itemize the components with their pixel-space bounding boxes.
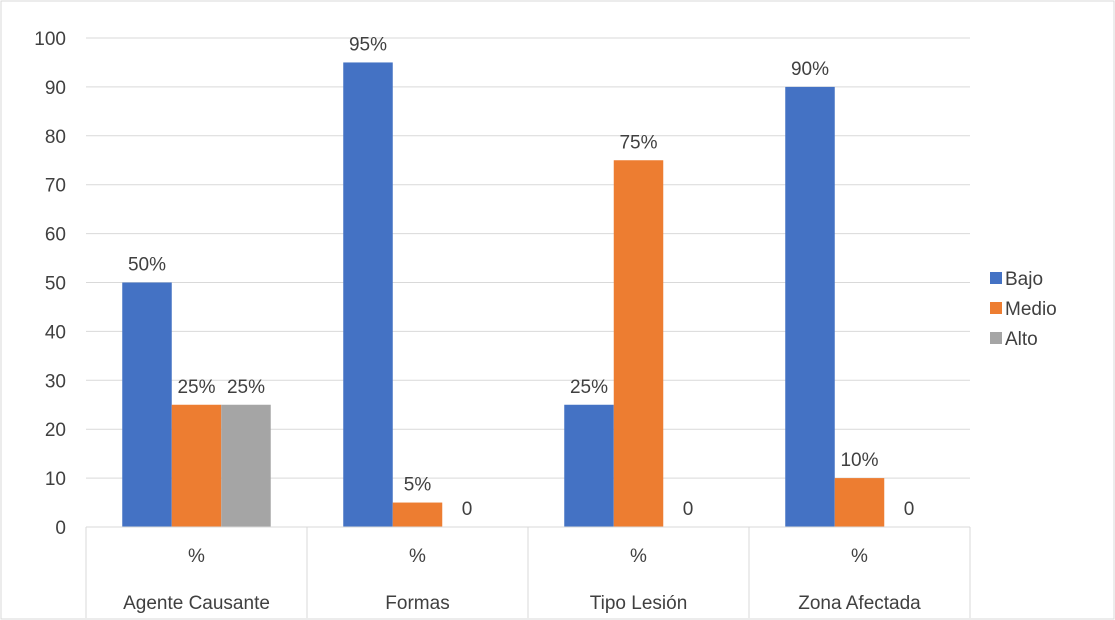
legend-label: Medio [1005, 299, 1057, 320]
y-tick-label: 50 [45, 274, 66, 295]
bar [834, 478, 885, 527]
x-category-label: Formas [385, 593, 449, 614]
bar [122, 282, 172, 527]
x-axis: %%% % Agente Causante Formas Tipo Lesión Zona… [85, 526, 971, 618]
data-label: 95% [349, 34, 387, 55]
x-inner-label: % [630, 546, 647, 567]
y-tick-label: 20 [45, 420, 66, 441]
data-label: 25% [227, 377, 265, 398]
x-inner-label: % [409, 546, 426, 567]
bar [564, 404, 614, 527]
data-label: 0 [683, 499, 694, 520]
bar [392, 502, 443, 527]
x-category-label: Tipo Lesión [590, 593, 688, 614]
legend-swatch [990, 332, 1002, 344]
data-label: 25% [570, 377, 608, 398]
legend-swatch [990, 272, 1002, 284]
y-axis: 0 10 20 30 40 50 60 70 80 90 100 [34, 29, 66, 539]
bar [613, 160, 664, 527]
y-tick-label: 40 [45, 322, 66, 343]
x-category-label: Zona Afectada [798, 593, 921, 614]
data-label: 0 [904, 499, 915, 520]
y-tick-label: 80 [45, 127, 66, 148]
x-inner-label: % [851, 546, 868, 567]
y-tick-label: 100 [34, 29, 66, 50]
x-category-label: Agente Causante [123, 593, 270, 614]
data-label: 75% [619, 132, 657, 153]
y-tick-label: 70 [45, 176, 66, 197]
bar [785, 86, 835, 528]
y-tick-label: 90 [45, 78, 66, 99]
x-inner-label: % [188, 546, 205, 567]
data-labels: 50% 95% 25% 90% 25% 5% 75% 10% 25% 0 0 0 [128, 34, 914, 520]
legend-swatch [990, 302, 1002, 314]
bar [221, 404, 271, 527]
y-tick-label: 10 [45, 469, 66, 490]
data-label: 5% [404, 475, 432, 496]
bars [122, 62, 885, 528]
data-label: 25% [177, 377, 215, 398]
legend-label: Bajo [1005, 269, 1043, 290]
data-label: 50% [128, 255, 166, 276]
y-tick-label: 0 [55, 518, 66, 539]
legend-label: Alto [1005, 329, 1038, 350]
data-label: 10% [840, 450, 878, 471]
bar [171, 404, 222, 527]
bar [343, 62, 393, 527]
data-label: 90% [791, 59, 829, 80]
legend: Bajo Medio Alto [990, 269, 1057, 350]
data-label: 0 [462, 499, 473, 520]
y-tick-label: 30 [45, 371, 66, 392]
y-tick-label: 60 [45, 225, 66, 246]
